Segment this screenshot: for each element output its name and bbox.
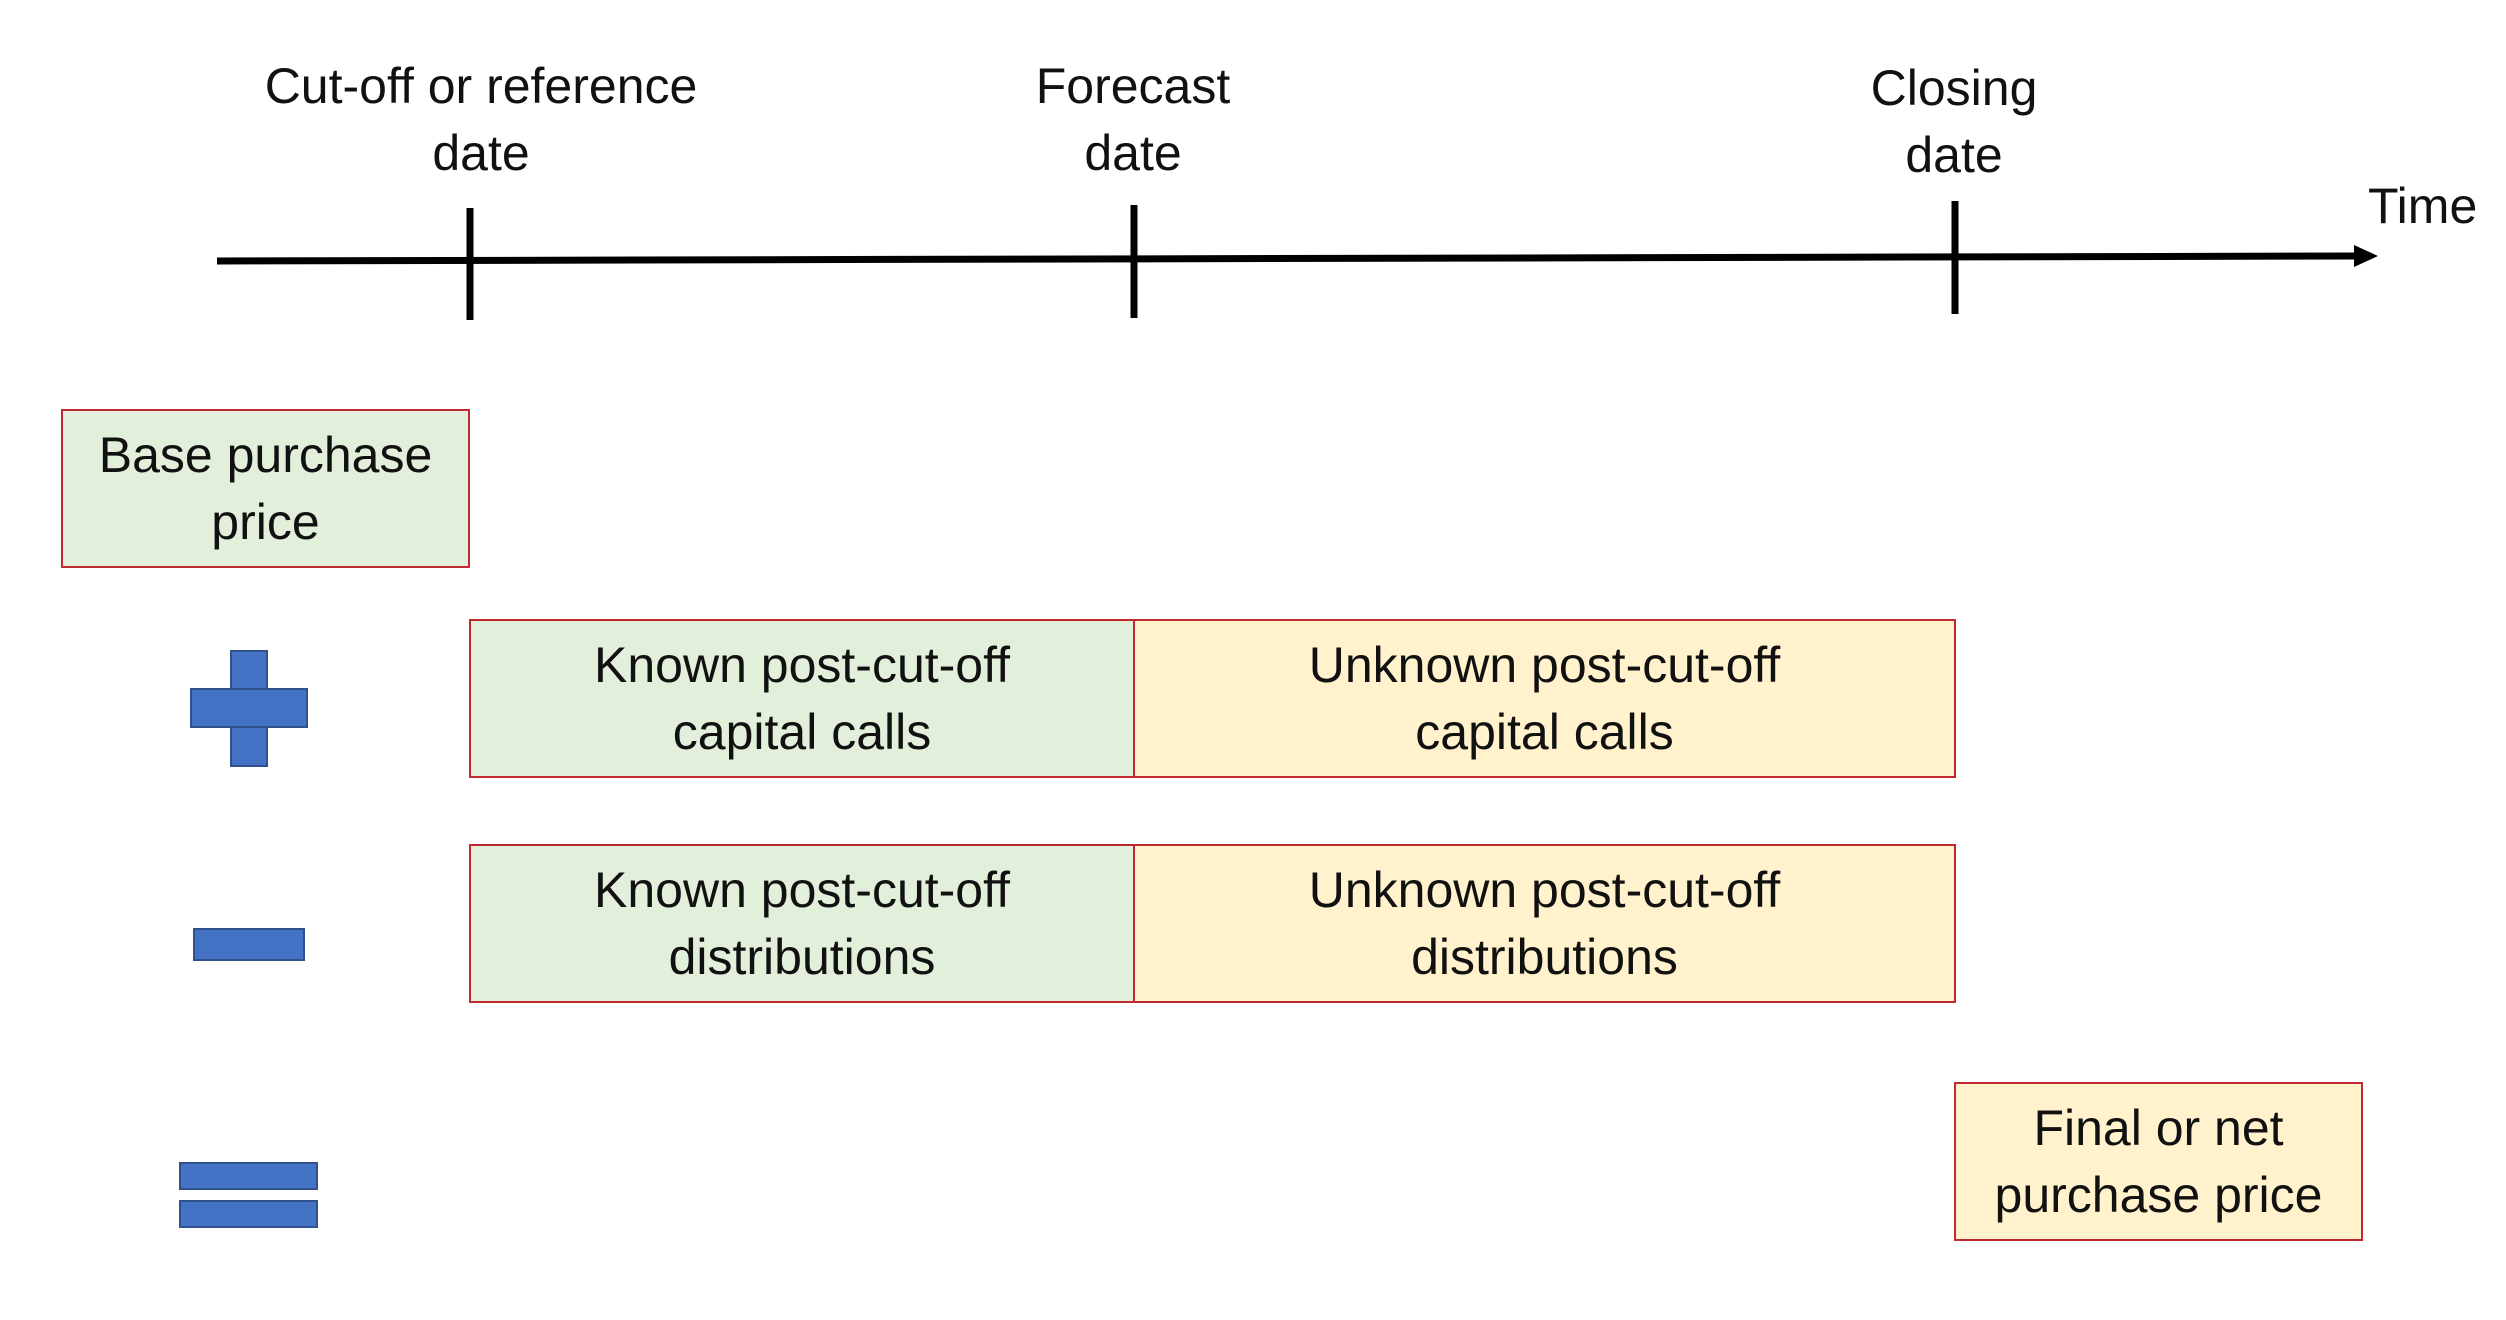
known-capital-calls-label: Known post-cut-off capital calls [594,636,1010,760]
timeline-axis [216,252,2361,265]
final-purchase-price-box: Final or net purchase price [1954,1082,2363,1241]
equals-icon-top-bar [179,1162,318,1190]
plus-icon-center [232,690,266,726]
minus-icon [193,928,305,961]
unknown-capital-calls-label: Unknown post-cut-off capital calls [1308,636,1781,760]
unknown-capital-calls-box: Unknown post-cut-off capital calls [1133,619,1956,778]
cutoff-date-label: Cut-off or reference date [264,58,698,181]
final-purchase-price-label: Final or net purchase price [1994,1099,2323,1223]
known-distributions-box: Known post-cut-off distributions [469,844,1135,1003]
base-purchase-price-label: Base purchase price [98,426,433,550]
unknown-distributions-box: Unknown post-cut-off distributions [1133,844,1956,1003]
equals-icon-bottom-bar [179,1200,318,1228]
forecast-date-label: Forecast date [1035,58,1231,181]
timeline-arrowhead [2354,245,2378,267]
base-purchase-price-box: Base purchase price [61,409,470,568]
known-distributions-label: Known post-cut-off distributions [594,861,1010,985]
known-capital-calls-box: Known post-cut-off capital calls [469,619,1135,778]
unknown-distributions-label: Unknown post-cut-off distributions [1308,861,1781,985]
closing-date-label: Closing date [1870,60,2038,183]
time-axis-label: Time [2368,178,2478,234]
